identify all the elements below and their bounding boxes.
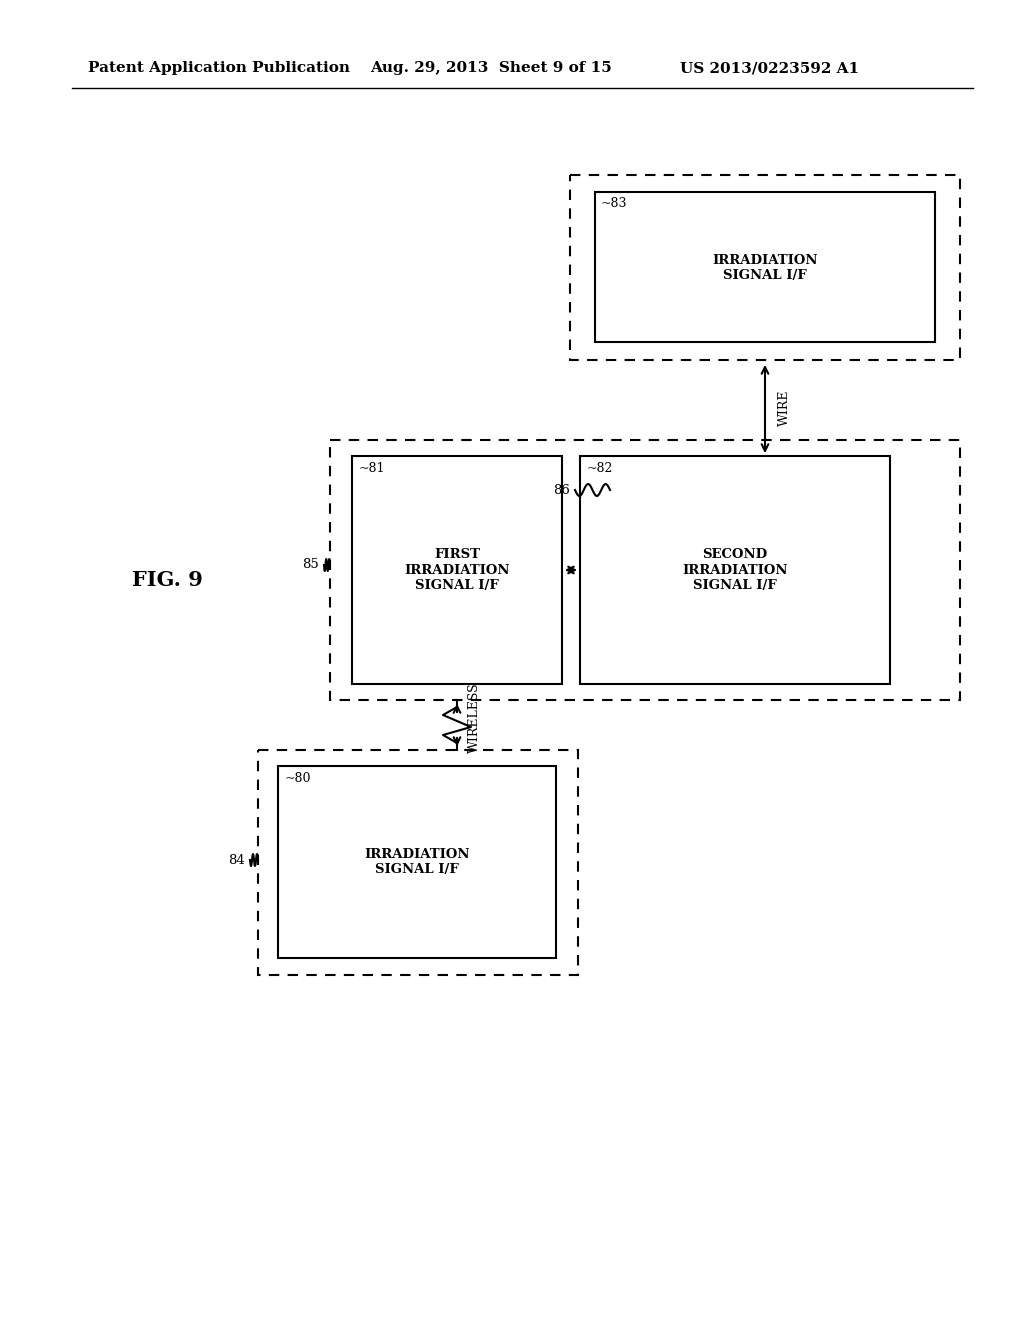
Text: WIRELESS: WIRELESS <box>468 682 481 754</box>
Bar <box>580 455 890 684</box>
Text: US 2013/0223592 A1: US 2013/0223592 A1 <box>680 61 859 75</box>
Text: IRRADIATION
SIGNAL I/F: IRRADIATION SIGNAL I/F <box>713 253 818 282</box>
Text: ~81: ~81 <box>359 462 385 475</box>
Text: Patent Application Publication: Patent Application Publication <box>88 61 350 75</box>
Text: SECOND
IRRADIATION
SIGNAL I/F: SECOND IRRADIATION SIGNAL I/F <box>682 549 787 591</box>
Bar <box>258 750 578 975</box>
Text: 85: 85 <box>302 558 318 572</box>
Text: 86: 86 <box>553 483 570 496</box>
Bar <box>330 440 961 700</box>
Bar <box>570 176 961 360</box>
Text: IRRADIATION
SIGNAL I/F: IRRADIATION SIGNAL I/F <box>365 847 470 876</box>
Bar <box>352 455 562 684</box>
Text: 84: 84 <box>228 854 245 866</box>
Bar <box>278 766 556 958</box>
Text: Aug. 29, 2013  Sheet 9 of 15: Aug. 29, 2013 Sheet 9 of 15 <box>370 61 611 75</box>
Text: FIG. 9: FIG. 9 <box>132 570 203 590</box>
Text: ~80: ~80 <box>285 772 311 785</box>
Text: FIRST
IRRADIATION
SIGNAL I/F: FIRST IRRADIATION SIGNAL I/F <box>404 549 510 591</box>
Text: ~83: ~83 <box>601 197 628 210</box>
Bar <box>595 191 935 342</box>
Text: WIRE: WIRE <box>778 389 791 426</box>
Text: ~82: ~82 <box>587 462 613 475</box>
